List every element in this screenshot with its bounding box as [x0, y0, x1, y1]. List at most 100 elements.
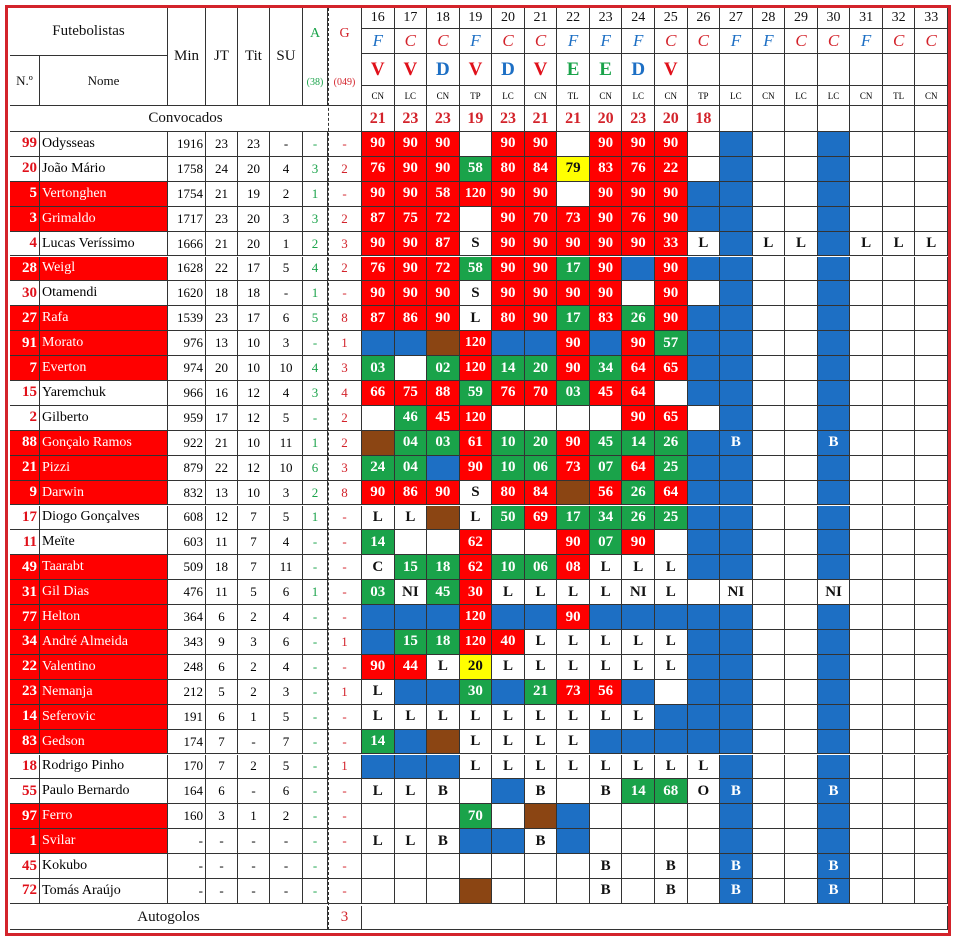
match-cell	[427, 605, 460, 630]
match-cell	[752, 356, 786, 381]
match-venue: LC	[492, 86, 525, 106]
match-cell: 50	[492, 505, 525, 531]
match-result: V	[524, 54, 558, 86]
match-cell	[655, 729, 688, 755]
match-cell	[882, 356, 916, 381]
match-cell	[492, 679, 525, 705]
player-minutes: -	[168, 854, 206, 879]
player-minutes: 160	[168, 804, 206, 830]
match-cell: L	[524, 654, 558, 680]
match-cell: 69	[524, 505, 558, 531]
header-min: Min	[168, 8, 206, 106]
convocados-count: 21	[524, 106, 558, 132]
player-subs: 4	[270, 654, 303, 680]
player-games: -	[206, 854, 238, 879]
player-name: Odysseas	[40, 132, 168, 157]
match-cell: B	[817, 779, 851, 805]
match-cell	[394, 331, 428, 357]
player-games: 6	[206, 779, 238, 805]
convocados-count: 21	[362, 106, 395, 132]
match-cell	[557, 829, 590, 855]
match-result: D	[427, 54, 460, 86]
player-starts: 19	[238, 181, 270, 207]
match-cell: 90	[589, 231, 623, 257]
matchday-number: 22	[557, 8, 590, 29]
player-starts: 20	[238, 206, 270, 232]
match-cell: L	[362, 679, 395, 705]
match-cell: 20	[524, 356, 558, 381]
match-result	[687, 54, 721, 86]
player-goals: 1	[328, 754, 362, 780]
match-cell	[882, 306, 916, 332]
match-cell: B	[817, 854, 851, 879]
player-starts: 10	[238, 356, 270, 381]
matchday-number: 25	[655, 8, 688, 29]
match-cell: L	[524, 580, 558, 606]
match-cell: 62	[459, 530, 493, 556]
player-starts: 20	[238, 231, 270, 257]
match-cell	[850, 405, 883, 431]
player-games: 5	[206, 679, 238, 705]
player-minutes: 1539	[168, 306, 206, 332]
match-cell	[915, 580, 948, 606]
match-cell	[915, 156, 948, 182]
match-cell	[850, 156, 883, 182]
match-cell	[850, 331, 883, 357]
player-name: Svilar	[40, 829, 168, 855]
match-cell	[427, 879, 460, 904]
match-cell: 90	[524, 256, 558, 282]
match-cell: 73	[557, 455, 590, 481]
match-cell	[524, 605, 558, 630]
match-cell: 90	[362, 181, 395, 207]
match-cell	[882, 804, 916, 830]
header-nome: Nome	[40, 56, 168, 106]
match-cell	[817, 281, 851, 307]
match-cell	[752, 679, 786, 705]
match-cell: 22	[655, 156, 688, 182]
table-frame	[5, 5, 951, 936]
match-cell	[394, 804, 428, 830]
player-name: Lucas Veríssimo	[40, 231, 168, 257]
player-name: Gedson	[40, 729, 168, 755]
match-cell	[817, 729, 851, 755]
match-cell	[720, 754, 753, 780]
match-cell: 62	[459, 555, 493, 581]
player-number: 49	[10, 555, 40, 581]
player-name: Gilberto	[40, 405, 168, 431]
match-cell: 90	[492, 281, 525, 307]
match-cell	[687, 281, 721, 307]
match-cell: 58	[427, 181, 460, 207]
matchday-number: 28	[752, 8, 786, 29]
player-games: 20	[206, 356, 238, 381]
match-cell	[589, 829, 623, 855]
match-cell: 70	[459, 804, 493, 830]
match-cell	[687, 704, 721, 730]
match-cell	[687, 430, 721, 456]
match-cell: 58	[459, 156, 493, 182]
header-convocados: Convocados	[10, 106, 362, 132]
player-goals: 2	[328, 430, 362, 456]
match-cell	[492, 854, 525, 879]
competition-code: F	[557, 29, 590, 54]
player-minutes: -	[168, 879, 206, 904]
player-goals: -	[328, 181, 362, 207]
player-games: 13	[206, 331, 238, 357]
match-cell: 20	[524, 430, 558, 456]
match-cell: 17	[557, 505, 590, 531]
match-cell: 46	[394, 405, 428, 431]
match-cell	[687, 580, 721, 606]
player-name: Vertonghen	[40, 181, 168, 207]
match-cell: L	[459, 754, 493, 780]
match-cell: 04	[394, 455, 428, 481]
match-cell	[817, 181, 851, 207]
match-cell	[394, 679, 428, 705]
match-cell: 88	[427, 381, 460, 406]
match-cell: 70	[524, 206, 558, 232]
match-cell	[882, 580, 916, 606]
match-cell: L	[557, 630, 590, 655]
match-result: D	[622, 54, 655, 86]
matchday-number: 30	[817, 8, 851, 29]
match-cell: L	[492, 754, 525, 780]
match-result: E	[557, 54, 590, 86]
competition-code: F	[459, 29, 493, 54]
